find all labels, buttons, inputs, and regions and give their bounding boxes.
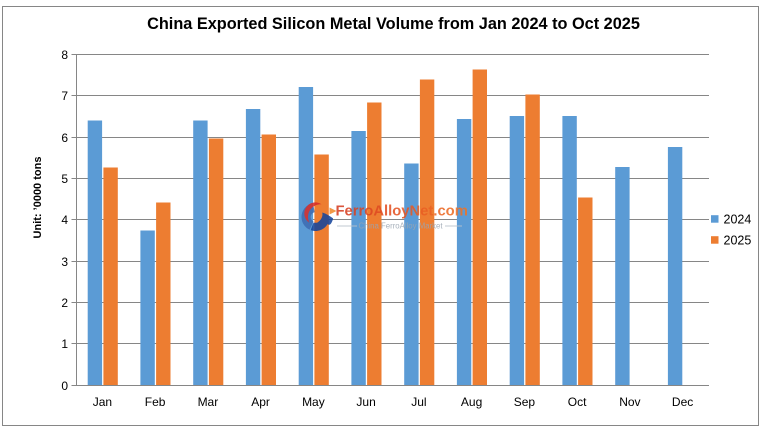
svg-text:Jun: Jun (356, 395, 375, 409)
svg-text:3: 3 (61, 255, 68, 269)
svg-text:Jul: Jul (411, 395, 426, 409)
svg-text:Mar: Mar (198, 395, 219, 409)
svg-text:7: 7 (61, 89, 68, 103)
svg-text:China FerroAlloy Market: China FerroAlloy Market (358, 222, 443, 231)
svg-text:Sep: Sep (514, 395, 536, 409)
svg-text:2: 2 (61, 296, 68, 310)
svg-text:Nov: Nov (619, 395, 640, 409)
svg-text:Jan: Jan (93, 395, 112, 409)
svg-text:2025: 2025 (724, 233, 752, 247)
svg-text:Dec: Dec (672, 395, 693, 409)
svg-text:6: 6 (61, 131, 68, 145)
svg-text:2024: 2024 (724, 212, 752, 226)
svg-text:China Exported Silicon Metal V: China Exported Silicon Metal Volume from… (147, 15, 640, 33)
svg-text:Feb: Feb (145, 395, 166, 409)
svg-text:Apr: Apr (251, 395, 270, 409)
svg-text:FerroAlloyNet.com: FerroAlloyNet.com (336, 204, 468, 220)
svg-text:Oct: Oct (568, 395, 587, 409)
svg-text:Aug: Aug (461, 395, 482, 409)
svg-text:5: 5 (61, 172, 68, 186)
svg-text:0: 0 (61, 379, 68, 393)
svg-text:May: May (302, 395, 325, 409)
svg-text:8: 8 (61, 48, 68, 62)
svg-text:Unit: ’0000 tons: Unit: ’0000 tons (32, 157, 44, 239)
svg-text:1: 1 (61, 337, 68, 351)
svg-text:4: 4 (61, 213, 68, 227)
